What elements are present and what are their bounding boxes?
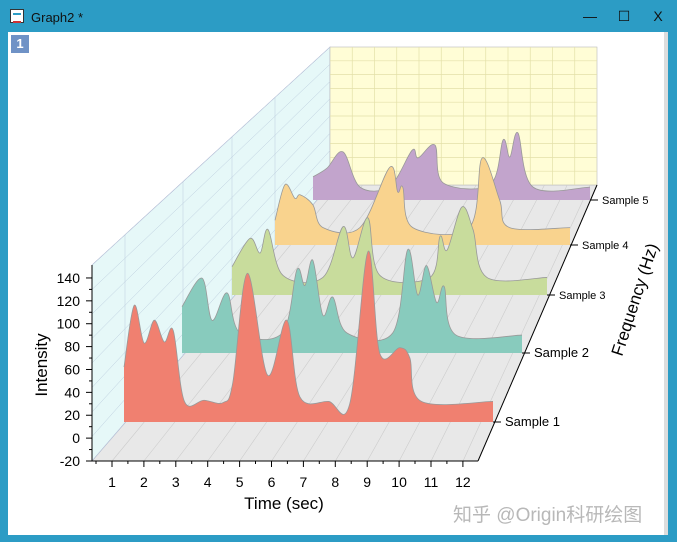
x-tick-label: 12 — [455, 474, 471, 490]
x-tick-label: 1 — [108, 474, 116, 490]
series-line-3 — [231, 206, 548, 284]
vertical-scrollbar[interactable] — [664, 32, 668, 535]
y-tick-label: 80 — [64, 339, 80, 355]
x-tick-label: 8 — [331, 474, 339, 490]
side-grid-line — [91, 46, 331, 266]
minimize-button[interactable]: — — [583, 8, 597, 24]
y-axis-title: Intensity — [32, 333, 51, 397]
watermark: 知乎 @Origin科研绘图 — [453, 505, 643, 526]
x-axis-title: Time (sec) — [244, 494, 324, 513]
y-tick-label: 0 — [72, 430, 80, 446]
title-bar: Graph2 * — ☐ X — [0, 0, 677, 32]
x-tick-label: 4 — [204, 474, 212, 490]
x-tick-label: 10 — [391, 474, 407, 490]
z-tick-label: Sample 3 — [559, 290, 605, 302]
series-area-1 — [124, 251, 493, 422]
side-grid-line — [91, 98, 331, 339]
close-button[interactable]: X — [653, 8, 663, 24]
y-tick-label: -20 — [60, 453, 80, 469]
window-title: Graph2 * — [31, 10, 84, 25]
y-tick-label: 20 — [64, 407, 80, 423]
x-tick-label: 9 — [363, 474, 371, 490]
z-axis-line — [477, 184, 598, 462]
y-tick-label: 60 — [64, 361, 80, 377]
x-tick-label: 7 — [300, 474, 308, 490]
maximize-button[interactable]: ☐ — [617, 8, 631, 24]
series-area-5 — [313, 132, 590, 200]
x-tick-label: 3 — [172, 474, 180, 490]
series-line-4 — [274, 157, 571, 235]
series-area-4 — [275, 157, 570, 245]
y-tick-label: 100 — [57, 316, 81, 332]
side-grid-line — [91, 64, 331, 290]
z-tick-label: Sample 4 — [582, 240, 628, 252]
z-tick-label: Sample 1 — [505, 414, 560, 429]
x-tick-label: 5 — [236, 474, 244, 490]
side-grid-line — [91, 81, 331, 315]
y-tick-label: 140 — [57, 270, 81, 286]
series-line-1 — [123, 251, 494, 415]
graph-window-icon — [10, 9, 24, 23]
y-tick-label: 40 — [64, 384, 80, 400]
x-tick-label: 6 — [268, 474, 276, 490]
layer-1-badge[interactable]: 1 — [11, 35, 29, 53]
y-tick-label: 120 — [57, 293, 81, 309]
series-line-5 — [312, 132, 591, 192]
series-area-2 — [182, 249, 522, 353]
series-area-3 — [232, 206, 547, 295]
z-tick-label: Sample 5 — [602, 195, 648, 207]
x-tick-label: 2 — [140, 474, 148, 490]
series-line-2 — [181, 249, 523, 342]
z-tick-label: Sample 2 — [534, 345, 589, 360]
x-tick-label: 11 — [424, 474, 439, 490]
z-axis-title: Frequency (Hz) — [608, 241, 662, 358]
